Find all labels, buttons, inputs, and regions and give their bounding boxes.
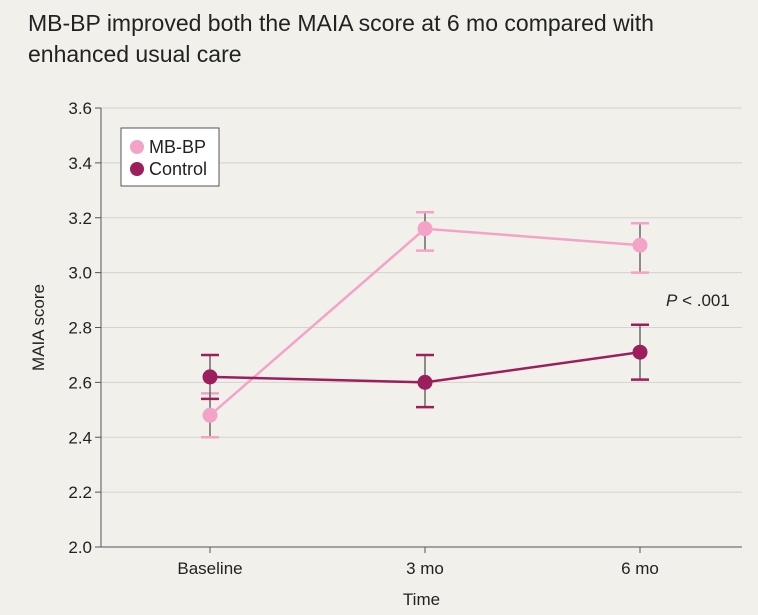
legend-label: MB-BP [149, 137, 206, 157]
y-axis-label: MAIA score [29, 284, 48, 371]
y-tick-label: 3.4 [68, 154, 92, 173]
data-point-control [632, 344, 648, 360]
y-tick-label: 2.6 [68, 373, 92, 392]
data-point-mb-bp [202, 407, 218, 423]
data-point-control [417, 374, 433, 390]
x-axis-label: Time [403, 590, 440, 609]
data-point-mb-bp [632, 237, 648, 253]
legend-marker [130, 162, 144, 176]
x-tick-label: Baseline [177, 559, 242, 578]
y-tick-label: 2.2 [68, 483, 92, 502]
legend-box [120, 127, 220, 187]
x-tick-label: 3 mo [406, 559, 444, 578]
chart-title: MB-BP improved both the MAIA score at 6 … [28, 10, 654, 67]
legend-marker [130, 140, 144, 154]
y-tick-label: 2.8 [68, 319, 92, 338]
data-point-mb-bp [417, 221, 433, 237]
y-tick-label: 3.6 [68, 99, 92, 118]
y-tick-label: 2.0 [68, 538, 92, 557]
legend-label: Control [149, 159, 207, 179]
y-tick-label: 3.2 [68, 209, 92, 228]
p-value-annotation: P < .001 [666, 291, 730, 310]
y-tick-label: 3.0 [68, 264, 92, 283]
x-tick-label: 6 mo [621, 559, 659, 578]
y-tick-label: 2.4 [68, 428, 92, 447]
data-point-control [202, 369, 218, 385]
